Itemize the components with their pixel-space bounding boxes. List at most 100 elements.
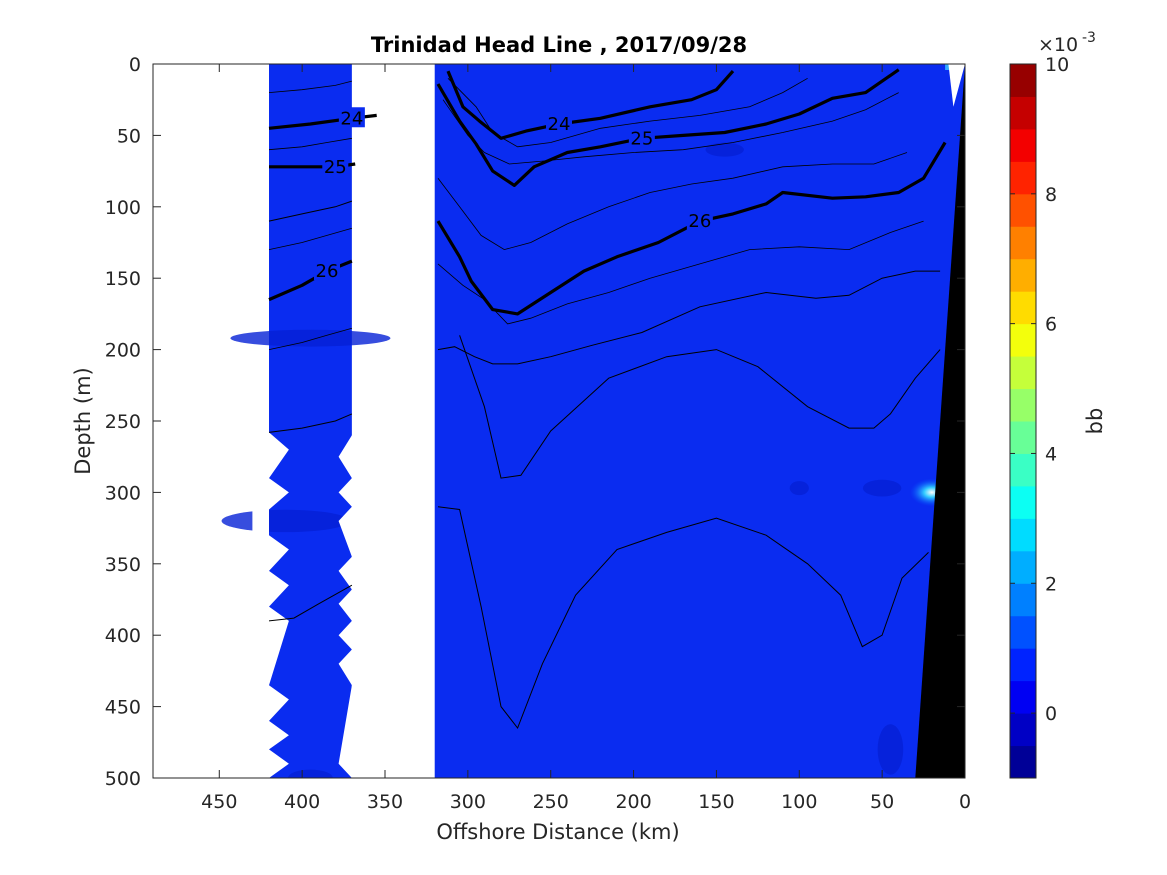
y-tick-label: 100 xyxy=(105,197,141,219)
field-patch-low xyxy=(288,769,333,778)
colorbar-frame xyxy=(1009,63,1037,779)
contour-label-bg xyxy=(628,127,655,148)
contour-line-thin xyxy=(268,200,353,222)
colorbar-band xyxy=(1010,583,1036,617)
y-tick-label: 50 xyxy=(117,125,141,147)
contour-label-bg xyxy=(546,112,572,133)
contour-line-thin xyxy=(442,92,899,165)
y-tick-label: 0 xyxy=(129,54,141,76)
colorbar-band xyxy=(1010,550,1036,584)
field-patch-low xyxy=(789,481,809,496)
contour-label: 25 xyxy=(324,157,347,178)
data-gap-edge-left xyxy=(252,432,289,778)
colorbar-band xyxy=(1010,388,1036,422)
y-tick-label: 300 xyxy=(105,482,141,504)
colorbar-band xyxy=(1010,291,1036,325)
colorbar-band xyxy=(1010,680,1036,714)
colorbar-tick-label: 2 xyxy=(1045,573,1057,595)
colorbar-band xyxy=(1010,161,1036,195)
x-axis-label: Offshore Distance (km) xyxy=(436,820,679,844)
bathymetry-seafloor xyxy=(915,64,965,778)
colorbar-band xyxy=(1010,518,1036,552)
colorbar-band xyxy=(1010,453,1036,487)
contour-label-bg xyxy=(314,260,340,281)
x-tick-label: 250 xyxy=(533,791,569,813)
colorbar-tick-label: 6 xyxy=(1045,314,1057,336)
contour-label-bg xyxy=(322,155,349,176)
colorbar-band xyxy=(1010,648,1036,682)
x-tick-label: 0 xyxy=(959,791,971,813)
x-tick-label: 50 xyxy=(870,791,894,813)
chart-title: Trinidad Head Line , 2017/09/28 xyxy=(371,33,747,57)
x-tick-label: 150 xyxy=(698,791,734,813)
x-tick-label: 350 xyxy=(367,791,403,813)
contour-line-thin xyxy=(437,152,908,251)
contour-line-thin xyxy=(268,80,353,93)
y-tick-label: 250 xyxy=(105,411,141,433)
colorbar-tick-label: 4 xyxy=(1045,443,1057,465)
colorbar-tick-label: 8 xyxy=(1045,184,1057,206)
contour-label: 25 xyxy=(630,128,653,149)
y-tick-label: 400 xyxy=(105,625,141,647)
field-region-main xyxy=(434,64,965,778)
bathymetry xyxy=(915,64,965,778)
contour-label-bg xyxy=(686,210,713,231)
field-patch-low xyxy=(230,329,391,347)
colorbar-band xyxy=(1010,713,1036,747)
y-tick-label: 450 xyxy=(105,697,141,719)
x-tick-label: 200 xyxy=(615,791,651,813)
contour-line-thin xyxy=(437,506,929,730)
colorbar: 0 2 4 6 8 10 xyxy=(1009,54,1069,779)
colorbar-band xyxy=(1010,745,1036,779)
contour-label-bg xyxy=(338,107,365,128)
x-tick-label: 300 xyxy=(450,791,486,813)
colorbar-band xyxy=(1010,193,1036,227)
field-patch-low xyxy=(877,724,904,775)
contour-label: 24 xyxy=(548,114,571,135)
x-tick-label: 400 xyxy=(284,791,320,813)
colorbar-band xyxy=(1010,96,1036,130)
contour-lines: 24 25 26 24 25 26 xyxy=(268,68,947,730)
y-tick-label: 150 xyxy=(105,268,141,290)
contour-line-thin xyxy=(268,413,353,433)
field-patch-low xyxy=(221,509,350,533)
contour-line-thin xyxy=(459,335,941,479)
colorbar-exponent: -3 xyxy=(1082,30,1096,46)
contour-line-thin xyxy=(268,327,353,350)
y-tick-label: 350 xyxy=(105,554,141,576)
field-patch-low xyxy=(862,479,902,497)
y-tick-label: 500 xyxy=(105,768,141,790)
field-patch-low xyxy=(705,142,744,157)
contour-line-thin xyxy=(268,227,353,250)
colorbar-band xyxy=(1010,356,1036,390)
y-axis: 0 50 100 150 200 250 300 350 400 450 500 xyxy=(105,54,965,790)
colorbar-band xyxy=(1010,226,1036,260)
y-tick-label: 200 xyxy=(105,340,141,362)
field-region-offshore xyxy=(269,64,352,778)
contour-label: 26 xyxy=(316,261,339,282)
contour-line-thin xyxy=(447,77,808,148)
colorbar-band xyxy=(1010,64,1036,97)
colorbar-tick-label: 0 xyxy=(1045,703,1057,725)
colorbar-label: bb xyxy=(1083,408,1107,435)
contour-label: 24 xyxy=(340,108,363,129)
filled-field xyxy=(221,64,965,778)
contour-label: 26 xyxy=(688,211,711,232)
colorbar-band xyxy=(1010,421,1036,454)
contour-line-thin xyxy=(268,137,352,151)
x-tick-label: 100 xyxy=(781,791,817,813)
colorbar-band xyxy=(1010,258,1036,292)
colorbar-band xyxy=(1010,615,1036,649)
contour-line-25 xyxy=(436,68,900,187)
x-tick-label: 450 xyxy=(201,791,237,813)
colorbar-band xyxy=(1010,128,1036,162)
colorbar-multiplier: ×10 xyxy=(1038,34,1078,56)
contour-line-thin xyxy=(437,270,941,365)
bathymetry-shore-gap xyxy=(948,64,965,107)
colorbar-tick-label: 10 xyxy=(1045,54,1069,76)
contour-line-26 xyxy=(436,141,947,316)
plot-area: 24 25 26 24 25 26 xyxy=(153,64,965,778)
colorbar-band xyxy=(1010,323,1036,357)
data-gap-edge-right xyxy=(338,435,361,778)
